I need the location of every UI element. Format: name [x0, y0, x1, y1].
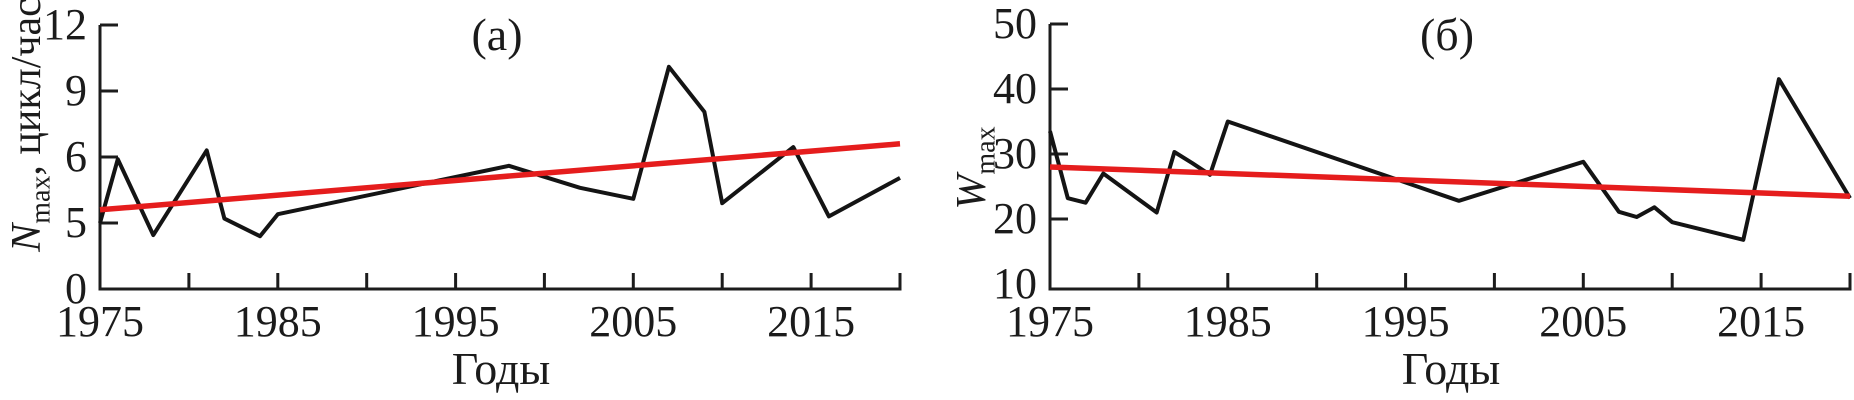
panel-b-label: (б)	[1419, 9, 1475, 60]
panel-a-y-axis-title: Nmax, цикл/час	[4, 0, 56, 252]
panel-b-y-tick-label: 20	[993, 194, 1037, 243]
panel-b-y-tick-label: 50	[993, 0, 1037, 48]
panel-a-y-tick-label: 12	[43, 0, 87, 49]
panel-a-y-symbol: N	[4, 223, 50, 252]
panel-a-data-line	[98, 64, 901, 239]
panel-b-trend-line	[1049, 164, 1851, 199]
panel-b-data-line	[1048, 77, 1852, 242]
panel-a-y-tick-label: 5	[65, 198, 87, 247]
panel-a-x-axis-title: Годы	[451, 343, 551, 394]
panel-b-x-axis-title: Годы	[1401, 343, 1501, 394]
panel-a-x-tick-label: 2005	[589, 297, 678, 346]
panel-b-y-tick-label: 10	[993, 259, 1037, 308]
panel-a-y-tick-label: 0	[65, 264, 87, 313]
panel-b-axes	[1048, 24, 1852, 291]
panel-b-y-tick-label: 30	[993, 129, 1037, 178]
panel-a-x-tick-label: 1975	[56, 297, 144, 346]
panel-a-y-tick-label: 9	[65, 66, 87, 115]
panel-b-x-tick-label: 1995	[1361, 297, 1450, 346]
panel-a-x-tick-label: 1985	[233, 297, 322, 346]
panel-a-y-subscript: max	[25, 175, 57, 224]
panel-b-x-tick-label: 1975	[1006, 297, 1094, 346]
panel-a-x-tick-label: 1995	[411, 297, 500, 346]
panel-a-trend-line	[99, 141, 901, 213]
panel-b-y-symbol: W	[949, 174, 995, 210]
panel-b-y-axis-title: Wmax	[949, 126, 1001, 210]
panel-b-x-tick-label: 2015	[1717, 297, 1806, 346]
panel-a-label: (а)	[471, 9, 523, 60]
panel-a-x-tick-label: 2015	[767, 297, 856, 346]
panel-b-y-tick-label: 40	[993, 64, 1037, 113]
panel-a-y-tick-label: 6	[65, 132, 87, 181]
panel-b-x-tick-label: 1985	[1183, 297, 1272, 346]
panel-b-x-tick-label: 2005	[1539, 297, 1628, 346]
